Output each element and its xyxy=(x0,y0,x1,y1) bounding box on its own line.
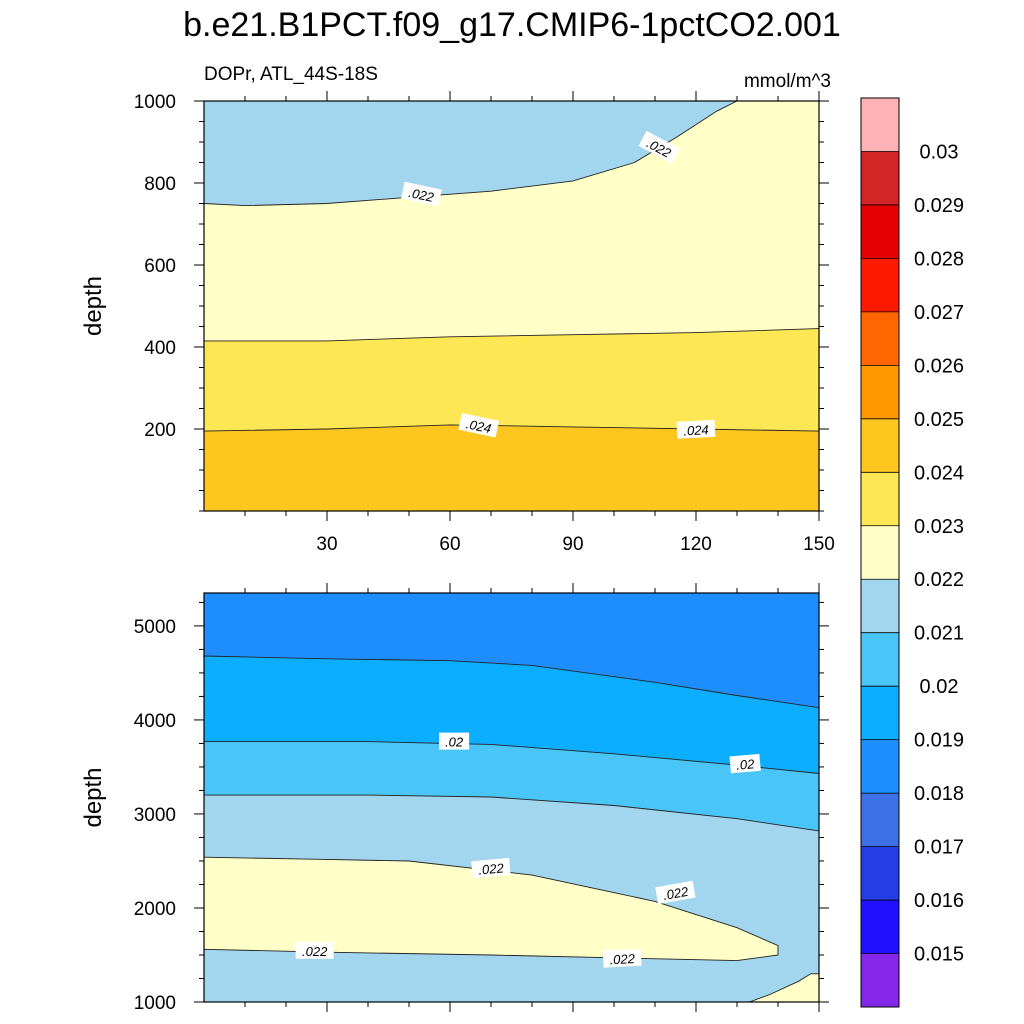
lower-contour-label-text-0: .022 xyxy=(302,944,328,959)
upper-y-tick-label-3: 800 xyxy=(144,174,176,195)
lower-contour-label-text-5: .02 xyxy=(736,756,756,773)
lower-plot-frame xyxy=(203,592,820,1003)
upper-y-tick-label-2: 600 xyxy=(144,256,176,277)
colorbar-swatch-10 xyxy=(861,632,899,687)
lower-contour-line-0 xyxy=(204,856,779,962)
upper-contour-line-0 xyxy=(204,424,819,432)
upper-region-3 xyxy=(204,101,737,206)
colorbar-label-12: 0.018 xyxy=(914,783,964,805)
upper-contour-label-1: .024 xyxy=(676,419,716,439)
lower-y-tick-label-2: 3000 xyxy=(134,805,176,826)
colorbar-frame xyxy=(860,97,900,1008)
lower-region-5 xyxy=(204,593,819,708)
colorbar-label-9: 0.021 xyxy=(914,623,964,645)
upper-y-tick-label-0: 200 xyxy=(144,420,176,441)
upper-contour-line-2 xyxy=(204,101,738,207)
colorbar-swatch-16 xyxy=(861,953,899,1008)
units-label: mmol/m^3 xyxy=(744,71,831,92)
colorbar: 0.03 0.029 0.028 0.027 0.026 0.025 0.024 0.023 0… xyxy=(860,97,964,1008)
lower-contour-label-text-3: .022 xyxy=(662,884,690,903)
colorbar-swatch-13 xyxy=(861,793,899,847)
lower-contour-label-5: .02 xyxy=(729,753,761,774)
lower-contour-label-text-1: .022 xyxy=(609,951,636,967)
colorbar-label-15: 0.015 xyxy=(914,944,964,966)
colorbar-swatch-2 xyxy=(861,204,899,259)
colorbar-swatch-15 xyxy=(861,900,899,954)
colorbar-label-13: 0.017 xyxy=(914,837,964,859)
upper-y-tick-label-4: 1000 xyxy=(134,92,176,113)
colorbar-swatch-0 xyxy=(861,98,899,152)
lower-contour-line-1 xyxy=(749,973,819,1002)
colorbar-swatch-14 xyxy=(861,846,899,901)
colorbar-swatch-7 xyxy=(861,472,899,527)
upper-x-tick-label-0: 30 xyxy=(316,534,337,555)
colorbar-swatch-12 xyxy=(861,739,899,794)
lower-y-tick-label-1: 2000 xyxy=(134,899,176,920)
upper-contour-label-0: .024 xyxy=(458,412,500,438)
colorbar-swatch-3 xyxy=(861,258,899,313)
upper-region-1 xyxy=(204,328,819,432)
colorbar-label-1: 0.029 xyxy=(914,195,964,217)
colorbar-label-3: 0.027 xyxy=(914,302,964,324)
upper-contour-label-text-2: .022 xyxy=(407,185,436,205)
colorbar-swatch-9 xyxy=(861,579,899,634)
colorbar-swatch-11 xyxy=(861,686,899,741)
colorbar-swatch-1 xyxy=(861,151,899,206)
upper-y-tick-label-1: 400 xyxy=(144,338,176,359)
upper-contour-line-1 xyxy=(204,328,819,342)
lower-contour-label-text-4: .02 xyxy=(445,735,464,750)
upper-x-tick-label-2: 90 xyxy=(562,534,583,555)
upper-x-tick-label-3: 120 xyxy=(680,534,712,555)
lower-contour-label-4: .02 xyxy=(439,732,470,750)
lower-y-tick-label-4: 5000 xyxy=(134,617,176,638)
lower-region-2 xyxy=(204,857,778,961)
upper-contour-label-2: .022 xyxy=(401,181,442,207)
lower-contour-label-3: .022 xyxy=(655,880,696,905)
colorbar-swatch-8 xyxy=(861,525,899,580)
lower-y-tick-label-3: 4000 xyxy=(134,711,176,732)
lower-contour-label-0: .022 xyxy=(295,941,334,959)
figure-title: b.e21.B1PCT.f09_g17.CMIP6-1pctCO2.001 xyxy=(183,6,841,44)
colorbar-swatch-4 xyxy=(861,311,899,366)
colorbar-swatch-6 xyxy=(861,418,899,473)
upper-x-tick-label-4: 150 xyxy=(803,534,835,555)
upper-contour-label-text-1: .024 xyxy=(683,422,709,438)
colorbar-label-2: 0.028 xyxy=(914,248,964,270)
colorbar-label-14: 0.016 xyxy=(914,890,964,912)
lower-contour-label-text-2: .022 xyxy=(478,860,505,877)
colorbar-label-8: 0.022 xyxy=(914,569,964,591)
colorbar-swatch-5 xyxy=(861,365,899,420)
upper-contour-label-text-0: .024 xyxy=(465,416,493,436)
upper-y-axis-label: depth xyxy=(80,276,107,336)
lower-contour-line-2 xyxy=(204,794,819,832)
variable-region-label: DOPr, ATL_44S-18S xyxy=(204,64,378,85)
lower-y-axis-label: depth xyxy=(80,767,107,827)
colorbar-label-10: 0.02 xyxy=(920,676,959,698)
colorbar-label-7: 0.023 xyxy=(914,516,964,538)
lower-contour-label-2: .022 xyxy=(471,857,511,879)
colorbar-label-5: 0.025 xyxy=(914,409,964,431)
upper-region-0 xyxy=(204,424,819,511)
lower-contour-label-1: .022 xyxy=(602,948,642,968)
colorbar-label-6: 0.024 xyxy=(914,462,964,484)
colorbar-label-11: 0.019 xyxy=(914,730,964,752)
colorbar-label-4: 0.026 xyxy=(914,355,964,377)
lower-contour-line-4 xyxy=(204,655,819,709)
lower-y-tick-label-0: 1000 xyxy=(134,993,176,1014)
colorbar-label-0: 0.03 xyxy=(920,142,959,164)
upper-x-tick-label-1: 60 xyxy=(439,534,460,555)
lower-panel: .022 .022 .022 .022 .02 .02 1000 2000 3000 4000 50… xyxy=(80,583,829,1014)
